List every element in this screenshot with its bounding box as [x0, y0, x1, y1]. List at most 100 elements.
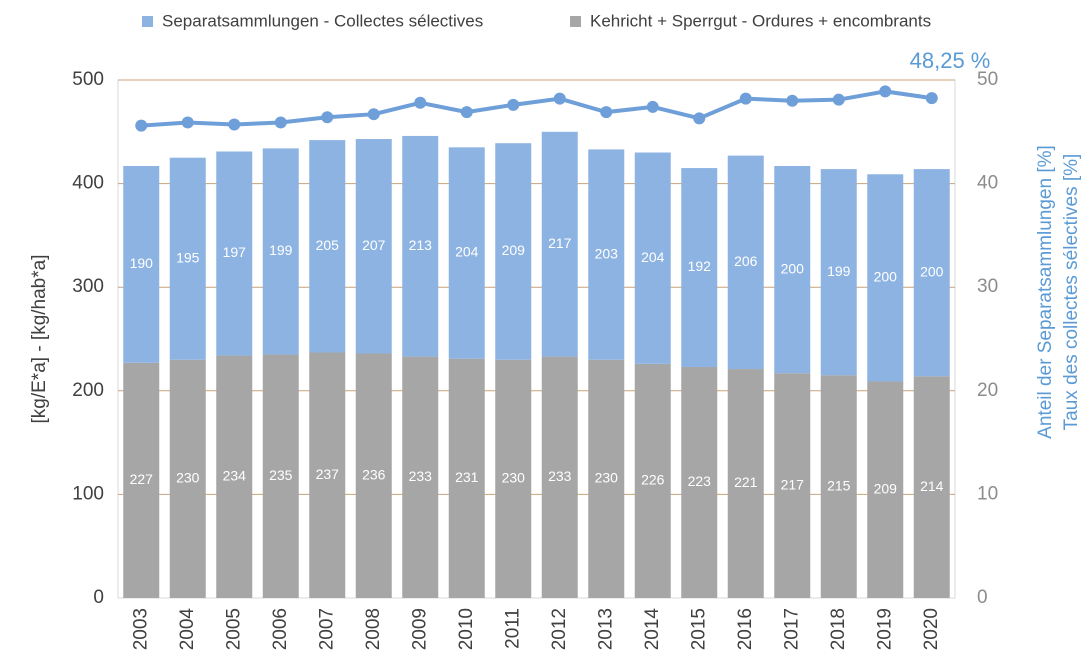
line [141, 89, 933, 128]
bar [123, 165, 160, 363]
bar [169, 157, 206, 360]
bar [355, 139, 392, 354]
bar-value-label: 214 [920, 478, 944, 494]
line-marker [786, 94, 799, 107]
bar-value-label: 199 [269, 242, 293, 258]
x-tick-label: 2020 [921, 608, 942, 650]
y-tick-label: 300 [72, 276, 104, 297]
bar-value-label: 234 [223, 467, 247, 483]
bar [169, 359, 206, 598]
bar [867, 381, 904, 598]
bar-value-label: 204 [641, 249, 665, 265]
y2-tick-label: 40 [977, 173, 998, 194]
y-axis-label: [kg/E*a] - [kg/hab*a] [29, 255, 50, 424]
bar [913, 376, 950, 598]
bar [820, 169, 857, 376]
line-marker [739, 92, 752, 105]
bar-value-label: 230 [595, 470, 619, 486]
bar [309, 352, 346, 598]
bar-value-label: 207 [362, 237, 386, 253]
bar [634, 363, 671, 598]
bar [541, 131, 578, 357]
legend-label: Separatsammlungen - Collectes sélectives [162, 11, 483, 30]
x-tick-label: 2007 [316, 608, 337, 650]
line-marker [925, 92, 938, 105]
line-marker [600, 106, 613, 119]
bar-value-label: 206 [734, 253, 758, 269]
x-tick-label: 2005 [223, 608, 244, 650]
x-tick-label: 2006 [270, 608, 291, 650]
bar-value-label: 209 [502, 242, 526, 258]
y-tick-label: 0 [93, 587, 104, 608]
bar [727, 155, 764, 370]
bar-value-label: 203 [595, 245, 619, 261]
y2-tick-label: 10 [977, 483, 998, 504]
x-tick-label: 2015 [688, 608, 709, 650]
x-tick-label: 2019 [874, 608, 895, 650]
legend-swatch [570, 16, 581, 27]
bar [123, 362, 160, 598]
y-tick-label: 500 [72, 69, 104, 90]
bar-value-label: 209 [874, 480, 898, 496]
line-marker [553, 92, 566, 105]
x-tick-label: 2013 [595, 608, 616, 650]
y2-tick-label: 50 [977, 69, 998, 90]
bar [402, 356, 439, 598]
bar [216, 151, 253, 356]
bar-value-label: 200 [920, 263, 944, 279]
bar-value-label: 217 [781, 476, 805, 492]
x-tick-label: 2004 [177, 608, 198, 651]
bar-value-label: 231 [455, 469, 479, 485]
bar [681, 366, 718, 598]
bar-value-label: 226 [641, 472, 665, 488]
bar-value-label: 205 [316, 237, 340, 253]
bar [448, 358, 485, 598]
bar [913, 169, 950, 377]
bar [588, 149, 625, 360]
bar [820, 375, 857, 598]
bar-value-label: 235 [269, 467, 293, 483]
bar [588, 359, 625, 598]
x-tick-label: 2003 [130, 608, 151, 650]
bar-value-label: 200 [874, 269, 898, 285]
y-tick-label: 400 [72, 173, 104, 194]
bar-value-label: 237 [316, 466, 340, 482]
x-tick-label: 2011 [502, 608, 523, 649]
bar [541, 356, 578, 598]
y2-axis-label: Taux des collectes sélectives [%] [1061, 154, 1082, 431]
line-marker [507, 98, 520, 111]
bar [774, 373, 811, 598]
bar [681, 168, 718, 367]
y2-axis-label: Anteil der Separatsammlungen [%] [1035, 145, 1056, 439]
bar [774, 165, 811, 374]
bar [402, 135, 439, 357]
bar-value-label: 190 [130, 255, 154, 271]
bar-value-label: 217 [548, 235, 572, 251]
bar-value-label: 221 [734, 474, 758, 490]
x-tick-label: 2014 [642, 608, 663, 651]
legend-swatch [142, 16, 153, 27]
line-marker [367, 108, 380, 121]
bar [727, 369, 764, 598]
bar [495, 143, 532, 360]
bar [867, 174, 904, 382]
bar-value-label: 204 [455, 244, 479, 260]
bar-value-label: 215 [827, 477, 851, 493]
bar [309, 140, 346, 353]
bar-value-label: 223 [688, 473, 712, 489]
bar-value-label: 200 [781, 260, 805, 276]
bar-value-label: 213 [409, 237, 433, 253]
line-marker [321, 111, 334, 124]
x-tick-label: 2017 [781, 608, 802, 650]
line-marker [460, 106, 473, 119]
bar-value-label: 233 [409, 468, 433, 484]
bar-value-label: 227 [130, 471, 154, 487]
line-marker [414, 96, 427, 109]
bar-value-label: 230 [176, 470, 200, 486]
line-marker [879, 85, 892, 98]
x-tick-label: 2010 [456, 608, 477, 650]
bar [634, 152, 671, 364]
line-marker [181, 116, 194, 129]
x-tick-label: 2012 [549, 608, 570, 650]
